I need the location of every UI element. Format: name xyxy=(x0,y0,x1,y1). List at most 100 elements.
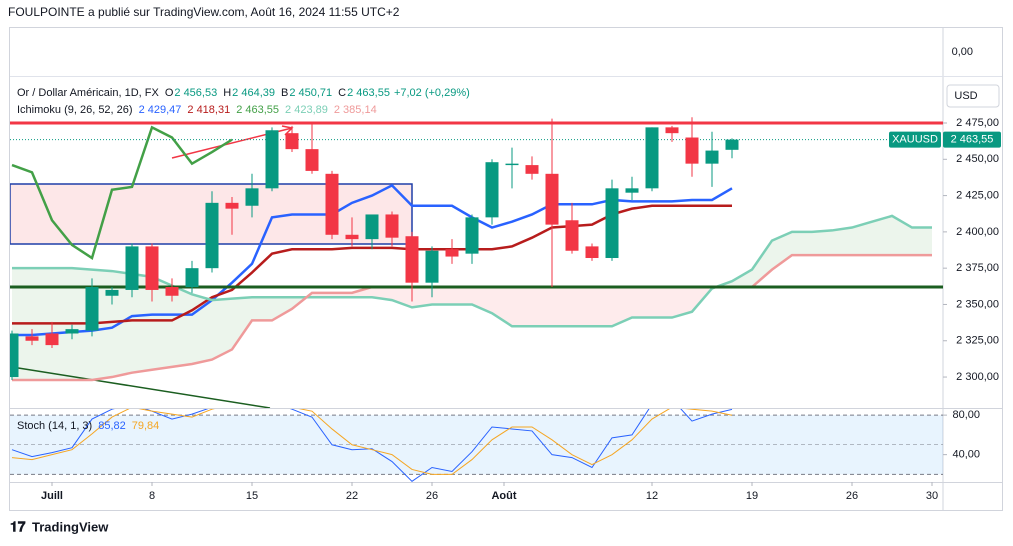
y-tick-label: 2 300,00 xyxy=(956,371,999,383)
candle-body xyxy=(405,236,419,283)
candle-body xyxy=(445,249,459,257)
y-tick-label: 2 375,00 xyxy=(956,262,999,274)
candle-body xyxy=(45,333,59,346)
cloud-fill xyxy=(112,271,132,378)
cloud-fill xyxy=(452,287,472,305)
drawn-trendline xyxy=(11,366,271,408)
cloud-fill xyxy=(252,297,272,321)
symbol-tag xyxy=(889,131,941,148)
candle-body xyxy=(385,214,399,238)
candle-body xyxy=(225,202,239,209)
legend-item: 2 418,31 xyxy=(187,104,230,116)
candle-body xyxy=(485,162,499,218)
legend-item: Ichimoku (9, 26, 52, 26) xyxy=(17,104,133,116)
stoch-tick-label: 80,00 xyxy=(952,409,980,421)
candle-body xyxy=(605,188,619,259)
legend-item: 2 463,55 xyxy=(347,87,390,99)
currency-button[interactable] xyxy=(946,84,1000,108)
x-tick-label: Août xyxy=(491,490,516,502)
candle-body xyxy=(545,173,559,225)
cloud-fill xyxy=(772,231,792,270)
price-tag-label: 2 463,55 xyxy=(951,134,994,146)
legend-item: Stoch (14, 1, 3) xyxy=(17,420,92,432)
cloud-fill xyxy=(172,285,192,367)
cloud-fill xyxy=(812,230,832,256)
legend-item: 79,84 xyxy=(132,420,160,432)
candle-body xyxy=(685,137,699,164)
cloud-fill xyxy=(132,273,152,373)
cloud-fill xyxy=(852,221,872,256)
publisher: FOULPOINTE a publié sur TradingView.com,… xyxy=(8,5,400,19)
candle-body xyxy=(305,149,319,171)
legend-item: 2 429,47 xyxy=(139,104,182,116)
legend-row: Ichimoku (9, 26, 52, 26) 2 429,47 2 418,31… xyxy=(17,104,377,116)
stoch-line xyxy=(11,409,733,482)
legend-item: O xyxy=(165,87,174,99)
candle-body xyxy=(185,268,199,288)
legend-row: Or / Dollar Américain, 1D, FX O2 456,53 H2… xyxy=(17,87,470,99)
cloud-fill xyxy=(832,227,852,256)
symbol-label: XAUUSD xyxy=(892,134,938,146)
y-tick-label: 2 400,00 xyxy=(956,226,999,238)
legend-item: B xyxy=(281,87,288,99)
cloud-fill xyxy=(212,298,232,360)
legend-item: +7,02 (+0,29%) xyxy=(394,87,470,99)
cloud-fill xyxy=(592,287,612,327)
y-tick-label: 2 475,00 xyxy=(956,117,999,129)
legend-item: 2 464,39 xyxy=(232,87,275,99)
x-tick-label: 22 xyxy=(346,490,358,502)
stoch-line xyxy=(11,409,733,475)
cloud-fill xyxy=(552,287,572,327)
candle-body xyxy=(725,139,739,150)
candle-body xyxy=(705,150,719,164)
cloud-fill xyxy=(392,287,412,308)
candle-body xyxy=(125,246,139,290)
brand: 𝟏𝟕 TradingView xyxy=(10,519,109,535)
overlay: 2 475,00 2 450,00 2 425,00 2 400,00 2 375,00… xyxy=(17,87,1001,502)
cloud-fill xyxy=(512,287,532,327)
cloud-fill xyxy=(532,287,552,327)
legend-item: 2 450,71 xyxy=(289,87,332,99)
cloud-fill xyxy=(632,287,652,318)
cloud-fill xyxy=(412,287,432,308)
cloud-fill xyxy=(572,287,592,327)
x-tick-label: 8 xyxy=(149,490,155,502)
legend-item: 2 463,55 xyxy=(236,104,279,116)
y-tick-label: 2 425,00 xyxy=(956,189,999,201)
candle-body xyxy=(625,188,639,193)
x-tick-label: 19 xyxy=(746,490,758,502)
ichimoku-line xyxy=(12,214,932,328)
x-tick-label: 30 xyxy=(926,490,938,502)
x-tick-label: 12 xyxy=(646,490,658,502)
cloud-fill xyxy=(432,287,452,305)
cloud-fill xyxy=(672,287,692,318)
cloud-fill xyxy=(652,287,672,318)
cloud-fill xyxy=(272,297,292,321)
legend-item: C xyxy=(338,87,346,99)
x-tick-label: 15 xyxy=(246,490,258,502)
candle-body xyxy=(345,234,359,240)
candle-body xyxy=(465,217,479,254)
cloud-fill xyxy=(872,215,892,256)
cloud-fill xyxy=(732,269,752,288)
y-tick-label: 2 325,00 xyxy=(956,335,999,347)
logo: 𝟏𝟕 xyxy=(10,519,26,535)
stoch-tick-label: 40,00 xyxy=(952,449,980,461)
candle-body xyxy=(525,165,539,174)
candle-body xyxy=(285,133,299,150)
candle-body xyxy=(10,333,19,378)
cloud-fill xyxy=(232,297,252,350)
legend-item: H xyxy=(223,87,231,99)
legend-item: 2 423,89 xyxy=(285,104,328,116)
currency[interactable]: USD xyxy=(954,90,977,102)
candle-body xyxy=(165,287,179,296)
candle-body xyxy=(585,246,599,259)
brand-name: TradingView xyxy=(32,519,109,534)
x-tick-label: 26 xyxy=(846,490,858,502)
cloud-fill xyxy=(612,287,632,327)
candle-body xyxy=(265,130,279,189)
frame xyxy=(9,27,1003,511)
legend-item: Or / Dollar Américain, 1D, FX xyxy=(17,87,159,99)
